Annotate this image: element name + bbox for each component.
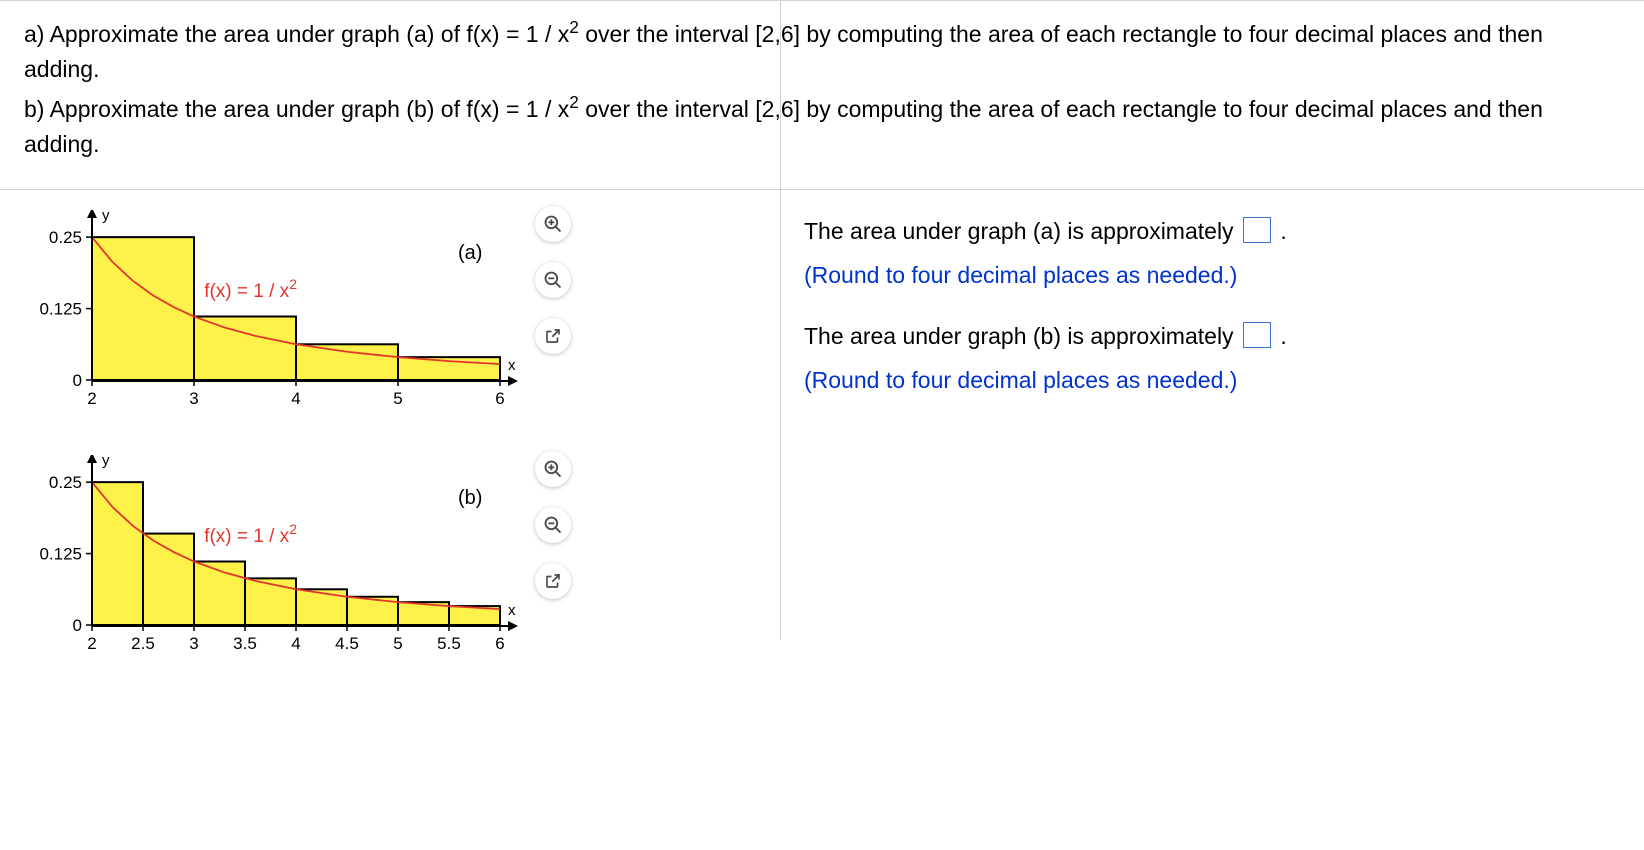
svg-text:6: 6: [495, 389, 504, 408]
chart-b-block: 0 0.125 0.25 2 2.5 3 3.5 4 4.5 5 5.5 6 y x f(x) = 1 / …: [20, 455, 780, 670]
svg-text:6: 6: [495, 634, 504, 653]
svg-text:f(x) = 1 / x2: f(x) = 1 / x2: [204, 276, 297, 302]
chart-b-label: (b): [458, 487, 482, 510]
svg-text:2: 2: [87, 389, 96, 408]
chart-b: 0 0.125 0.25 2 2.5 3 3.5 4 4.5 5 5.5 6 y x f(x) = 1 / …: [20, 455, 520, 670]
svg-text:5: 5: [393, 634, 402, 653]
zoom-in-icon[interactable]: [535, 206, 571, 242]
svg-text:3: 3: [189, 634, 198, 653]
svg-text:2.5: 2.5: [131, 634, 155, 653]
zoom-out-icon[interactable]: [535, 507, 571, 543]
svg-text:0.25: 0.25: [49, 228, 82, 247]
svg-text:3: 3: [189, 389, 198, 408]
svg-text:4: 4: [291, 634, 300, 653]
svg-text:0.125: 0.125: [39, 545, 82, 564]
answer-a-hint: (Round to four decimal places as needed.…: [804, 254, 1287, 298]
answer-a-text: The area under graph (a) is approximatel…: [804, 218, 1240, 244]
svg-text:0: 0: [73, 616, 82, 635]
svg-text:x: x: [508, 602, 516, 619]
zoom-out-icon[interactable]: [535, 262, 571, 298]
answer-b-input[interactable]: [1243, 322, 1271, 348]
svg-text:0: 0: [73, 371, 82, 390]
svg-text:5.5: 5.5: [437, 634, 461, 653]
part-a-prefix: a) Approximate the area under graph (a) …: [24, 21, 466, 47]
fx-expression-a: f(x) = 1 / x2: [466, 21, 578, 47]
chart-a: 0 0.125 0.25 2 3 4 5 6 y x f(x) = 1 / x2: [20, 210, 520, 425]
svg-text:5: 5: [393, 389, 402, 408]
part-b-prefix: b) Approximate the area under graph (b) …: [24, 96, 466, 122]
svg-text:4.5: 4.5: [335, 634, 359, 653]
svg-text:y: y: [102, 210, 110, 224]
answer-b-hint: (Round to four decimal places as needed.…: [804, 359, 1287, 403]
svg-text:4: 4: [291, 389, 300, 408]
fx-expression-b: f(x) = 1 / x2: [466, 96, 578, 122]
answer-b-text: The area under graph (b) is approximatel…: [804, 323, 1240, 349]
svg-text:0.25: 0.25: [49, 473, 82, 492]
answer-a-input[interactable]: [1243, 217, 1271, 243]
chart-a-block: 0 0.125 0.25 2 3 4 5 6 y x f(x) = 1 / x2 (a): [20, 210, 780, 425]
problem-statement: a) Approximate the area under graph (a) …: [0, 1, 1644, 189]
svg-text:3.5: 3.5: [233, 634, 257, 653]
popout-icon[interactable]: [535, 318, 571, 354]
chart-a-label: (a): [458, 242, 482, 265]
svg-text:x: x: [508, 357, 516, 374]
svg-text:f(x) = 1 / x2: f(x) = 1 / x2: [204, 521, 297, 547]
answer-panel: The area under graph (a) is approximatel…: [780, 190, 1311, 830]
svg-text:y: y: [102, 455, 110, 469]
svg-text:2: 2: [87, 634, 96, 653]
svg-text:0.125: 0.125: [39, 300, 82, 319]
popout-icon[interactable]: [535, 563, 571, 599]
zoom-in-icon[interactable]: [535, 451, 571, 487]
